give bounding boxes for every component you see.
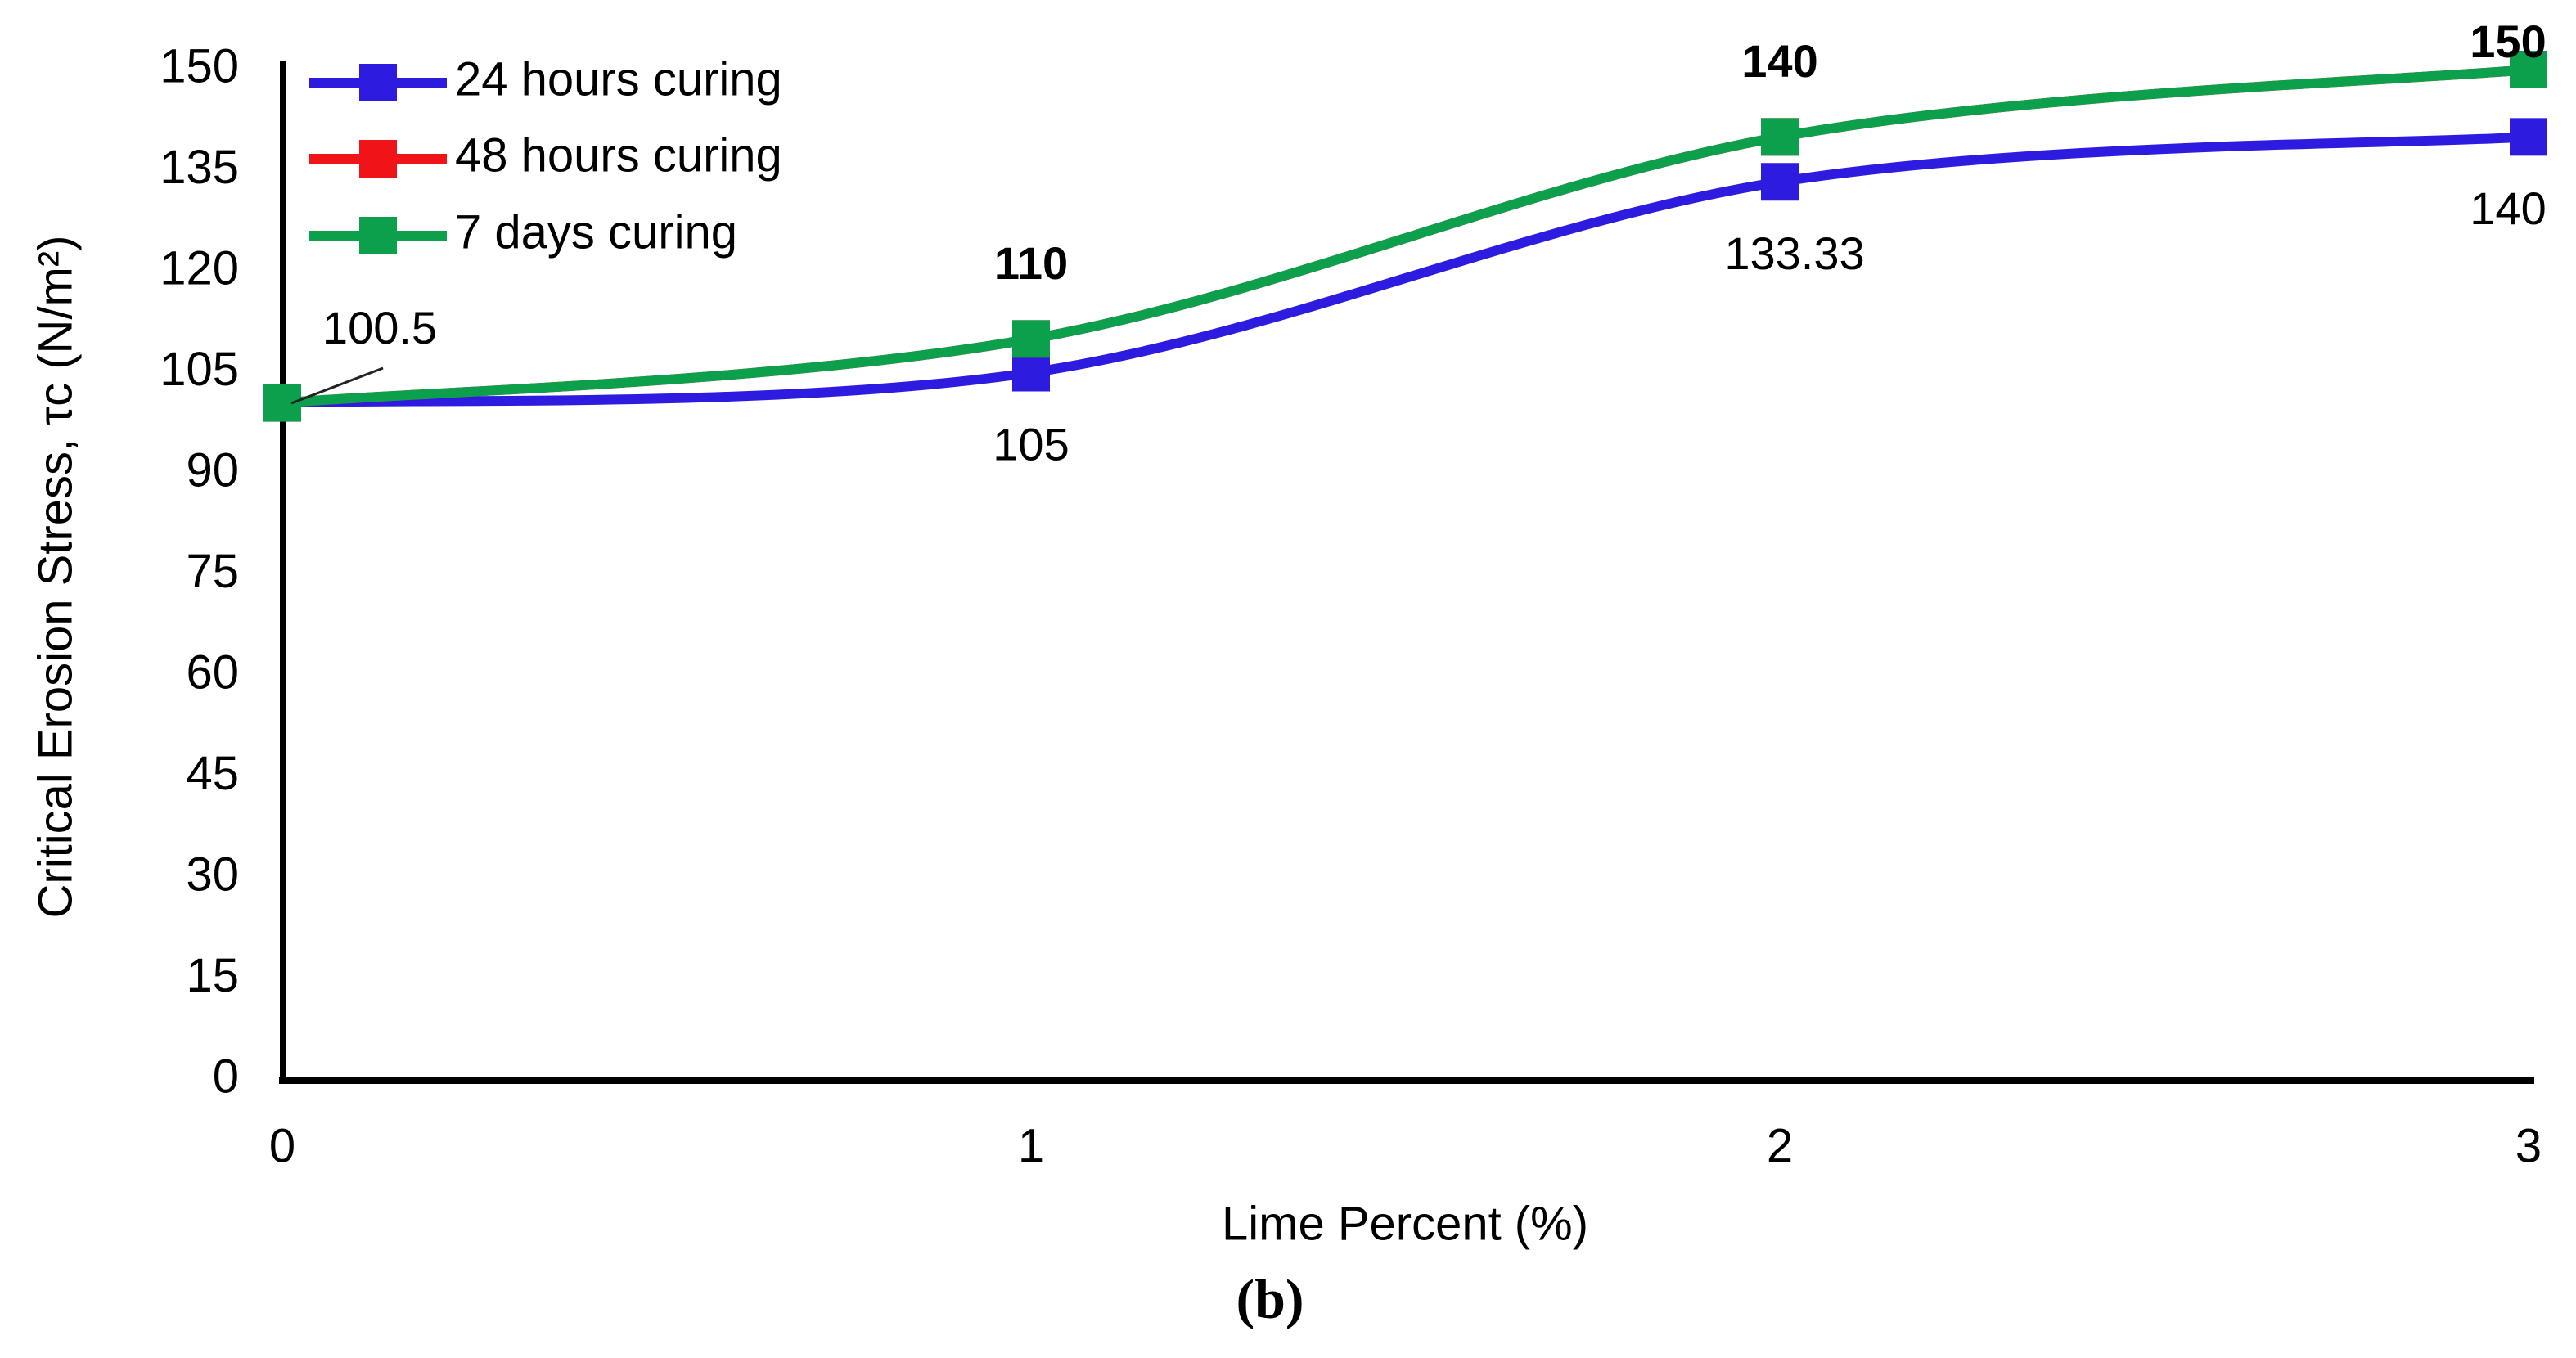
y-tick-labels: 0 15 30 45 60 75 90 105 120 135 150 [160, 39, 239, 1103]
y-tick-label: 135 [160, 141, 239, 194]
data-label: 110 [994, 237, 1068, 289]
x-tick-labels: 0 1 2 3 [269, 1119, 2542, 1172]
data-label: 140 [2470, 182, 2546, 234]
y-tick-label: 45 [186, 747, 239, 800]
legend-label: 7 days curing [455, 205, 737, 259]
data-label: 105 [993, 418, 1069, 470]
legend: 24 hours curing 48 hours curing 7 days cur… [309, 52, 782, 259]
annotation-label: 100.5 [322, 302, 437, 353]
y-tick-label: 150 [160, 39, 239, 92]
x-tick-label: 1 [1018, 1119, 1044, 1172]
legend-label: 24 hours curing [455, 52, 782, 106]
data-label: 133.33 [1724, 227, 1864, 279]
annotation-leader-line [290, 366, 384, 405]
series-lines [277, 65, 2533, 408]
series-marker-7-days-curing [2510, 51, 2547, 88]
series-marker-7-days-curing [1012, 320, 1050, 358]
x-tick-label: 0 [269, 1119, 295, 1172]
y-tick-label: 60 [186, 645, 239, 699]
data-label: 140 [1741, 35, 1817, 87]
x-axis-line [279, 1077, 2534, 1084]
series-marker-7-days-curing [1761, 118, 1799, 156]
y-tick-label: 75 [186, 545, 239, 598]
y-tick-label: 0 [213, 1050, 239, 1103]
legend-label: 48 hours curing [455, 128, 782, 182]
y-tick-label: 120 [160, 241, 239, 295]
data-labels: 105 133.33 140 110 140 150 [993, 16, 2546, 470]
legend-swatch-marker [359, 64, 397, 101]
series-marker-24-hours-curing [1012, 353, 1050, 392]
series-markers [263, 51, 2547, 422]
figure-caption: (b) [1236, 1268, 1304, 1330]
legend-swatch-marker [359, 217, 397, 254]
y-tick-label: 90 [186, 443, 239, 497]
y-tick-label: 105 [160, 343, 239, 396]
series-marker-24-hours-curing [2510, 118, 2547, 156]
data-label: 150 [2470, 16, 2546, 67]
x-tick-label: 3 [2515, 1119, 2542, 1172]
x-tick-label: 2 [1767, 1119, 1793, 1172]
y-tick-label: 30 [186, 848, 239, 901]
series-line-24-hours-curing [277, 132, 2533, 408]
y-axis-title: Critical Erosion Stress, τc (N/m²) [29, 236, 82, 919]
y-axis-line [280, 61, 286, 1083]
y-tick-label: 15 [186, 949, 239, 1002]
x-axis-title: Lime Percent (%) [1222, 1197, 1588, 1250]
legend-swatch-marker [359, 140, 397, 178]
series-marker-24-hours-curing [1761, 163, 1799, 201]
series-line-7-days-curing [277, 65, 2533, 408]
